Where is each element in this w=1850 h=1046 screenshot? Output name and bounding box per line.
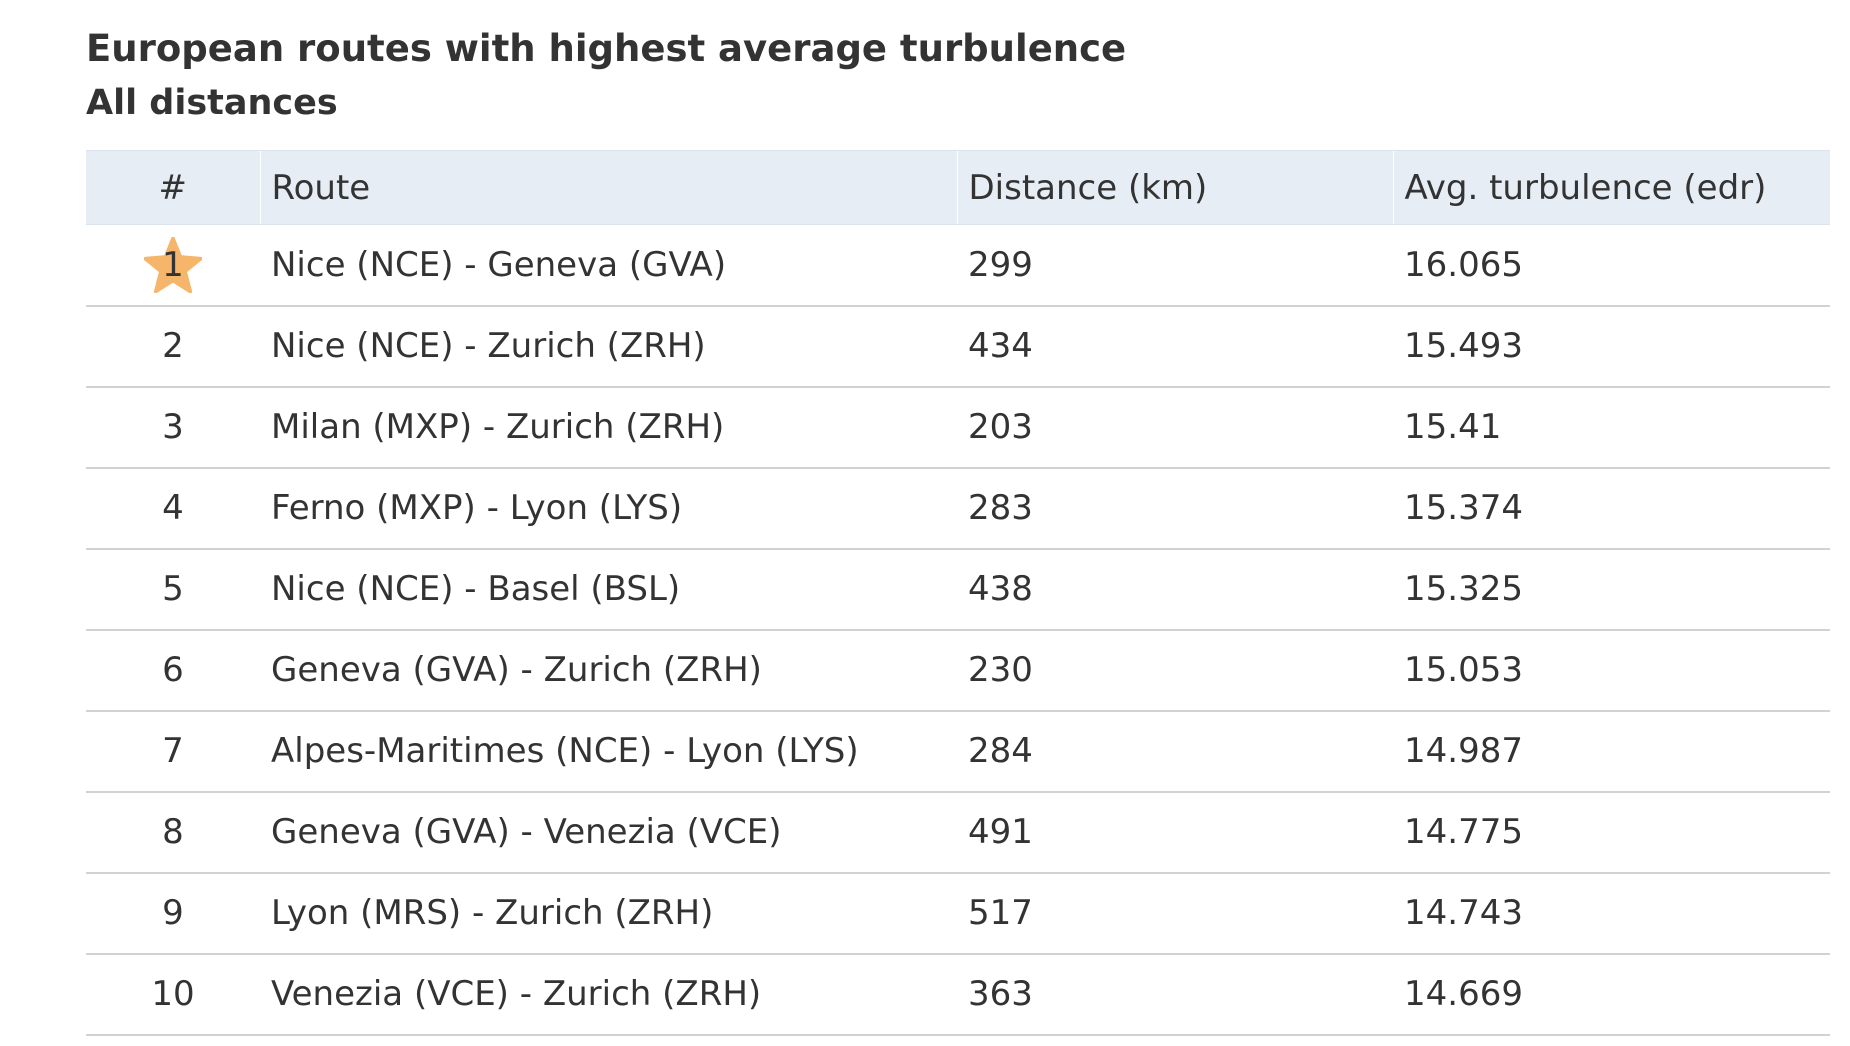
rank-number: 8 [162, 812, 184, 852]
table-row: 9 Lyon (MRS) - Zurich (ZRH) 517 14.743 [86, 873, 1830, 954]
distance-cell: 230 [968, 650, 1033, 690]
route-cell: Milan (MXP) - Zurich (ZRH) [271, 407, 725, 447]
turbulence-table-widget: European routes with highest average tur… [86, 20, 1830, 1036]
page-title: European routes with highest average tur… [86, 27, 1127, 70]
route-cell: Lyon (MRS) - Zurich (ZRH) [271, 893, 714, 933]
route-cell: Geneva (GVA) - Zurich (ZRH) [271, 650, 762, 690]
route-cell: Venezia (VCE) - Zurich (ZRH) [271, 974, 762, 1014]
table-body: 1 Nice (NCE) - Geneva (GVA) 299 16.065 2 Nice… [86, 225, 1830, 1035]
turbulence-cell: 15.053 [1404, 650, 1523, 690]
rank-number: 10 [151, 974, 195, 1014]
table-row: 6 Geneva (GVA) - Zurich (ZRH) 230 15.053 [86, 630, 1830, 711]
turbulence-cell: 15.493 [1404, 326, 1523, 366]
turbulence-cell: 14.669 [1404, 974, 1523, 1014]
route-cell: Nice (NCE) - Geneva (GVA) [271, 244, 727, 285]
column-header-route: Route [259, 150, 957, 225]
turbulence-cell: 14.743 [1404, 893, 1523, 933]
rank-cell: 7 [86, 711, 260, 792]
table-row: 1 Nice (NCE) - Geneva (GVA) 299 16.065 [86, 225, 1830, 306]
table-row: 10 Venezia (VCE) - Zurich (ZRH) 363 14.669 [86, 954, 1830, 1035]
distance-cell: 434 [968, 326, 1033, 366]
table-row: 5 Nice (NCE) - Basel (BSL) 438 15.325 [86, 549, 1830, 630]
table-row: 2 Nice (NCE) - Zurich (ZRH) 434 15.493 [86, 306, 1830, 387]
rank-cell: 2 [86, 306, 260, 387]
table-row: 7 Alpes-Maritimes (NCE) - Lyon (LYS) 284 14… [86, 711, 1830, 792]
route-cell: Nice (NCE) - Zurich (ZRH) [271, 326, 706, 366]
rank-number: 5 [162, 569, 184, 609]
column-header-turbulence: Avg. turbulence (edr) [1392, 150, 1830, 225]
rank-number: 9 [162, 893, 184, 933]
route-cell: Nice (NCE) - Basel (BSL) [271, 569, 681, 609]
rank-cell: 9 [86, 873, 260, 954]
distance-cell: 299 [968, 244, 1033, 285]
route-cell: Geneva (GVA) - Venezia (VCE) [271, 812, 782, 852]
turbulence-cell: 15.374 [1404, 488, 1523, 528]
rank-number: 2 [162, 326, 184, 366]
route-cell: Ferno (MXP) - Lyon (LYS) [271, 488, 683, 528]
route-cell: Alpes-Maritimes (NCE) - Lyon (LYS) [271, 731, 859, 771]
rank-number: 7 [162, 731, 184, 771]
rank-cell: 1 [86, 225, 260, 306]
rank-cell: 10 [86, 954, 260, 1035]
column-header-rank: # [86, 150, 260, 225]
distance-cell: 517 [968, 893, 1033, 933]
turbulence-cell: 15.325 [1404, 569, 1523, 609]
page-subtitle: All distances [86, 83, 338, 123]
distance-cell: 284 [968, 731, 1033, 771]
turbulence-cell: 14.775 [1404, 812, 1523, 852]
rank-cell: 4 [86, 468, 260, 549]
turbulence-cell: 14.987 [1404, 731, 1523, 771]
rank-number: 4 [162, 488, 184, 528]
rank-cell: 5 [86, 549, 260, 630]
rank-number: 6 [162, 650, 184, 690]
table-row: 3 Milan (MXP) - Zurich (ZRH) 203 15.41 [86, 387, 1830, 468]
distance-cell: 203 [968, 407, 1033, 447]
rank-cell: 3 [86, 387, 260, 468]
table-header-row: # Route Distance (km) Avg. turbulence (e… [86, 150, 1830, 225]
turbulence-cell: 15.41 [1404, 407, 1502, 447]
turbulence-cell: 16.065 [1404, 244, 1523, 285]
distance-cell: 283 [968, 488, 1033, 528]
table-row: 8 Geneva (GVA) - Venezia (VCE) 491 14.775 [86, 792, 1830, 873]
rank-number: 1 [162, 244, 184, 285]
table-row: 4 Ferno (MXP) - Lyon (LYS) 283 15.374 [86, 468, 1830, 549]
distance-cell: 363 [968, 974, 1033, 1014]
rank-cell: 6 [86, 630, 260, 711]
column-header-distance: Distance (km) [956, 150, 1393, 225]
rank-number: 3 [162, 407, 184, 447]
rank-cell: 8 [86, 792, 260, 873]
distance-cell: 438 [968, 569, 1033, 609]
distance-cell: 491 [968, 812, 1033, 852]
routes-table: # Route Distance (km) Avg. turbulence (e… [86, 150, 1830, 1036]
